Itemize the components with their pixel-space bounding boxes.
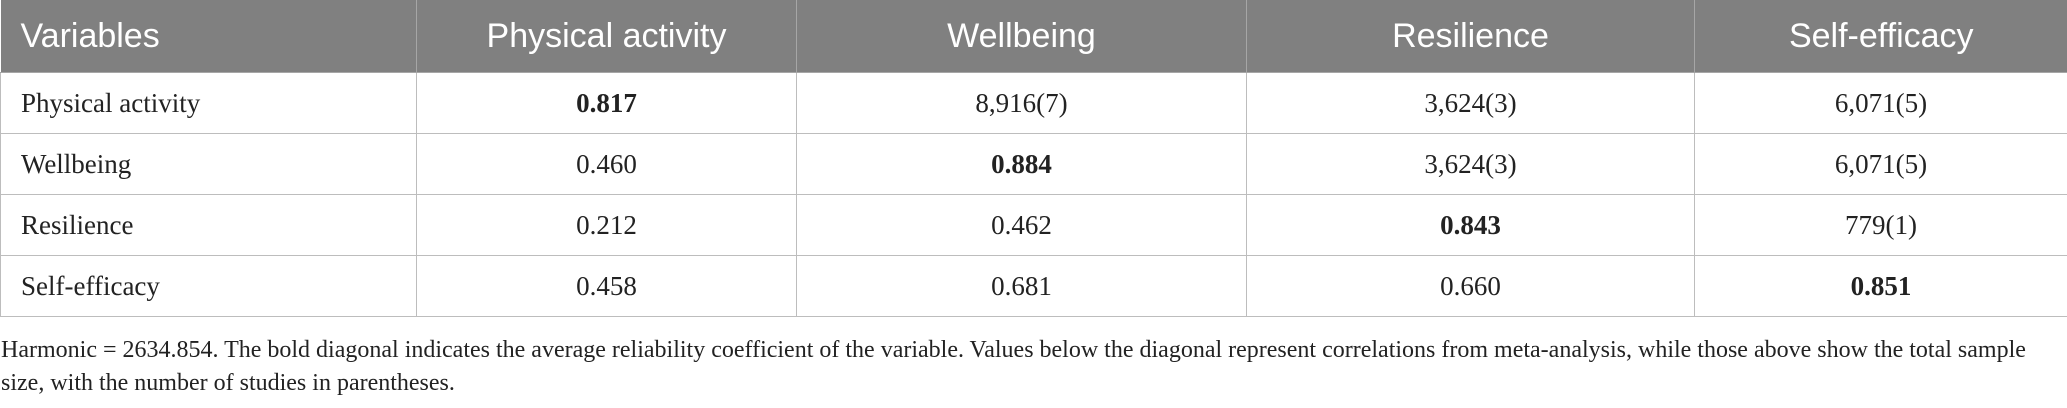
table-row: Physical activity 0.817 8,916(7) 3,624(3…: [0, 72, 2067, 134]
row-label: Physical activity: [0, 72, 417, 134]
data-table-container: Variables Physical activity Wellbeing Re…: [0, 0, 2067, 317]
table-cell-diagonal: 0.851: [1694, 255, 2067, 317]
header-row: Variables Physical activity Wellbeing Re…: [0, 0, 2067, 73]
table-cell-diagonal: 0.843: [1246, 194, 1695, 256]
table-footnote: Harmonic = 2634.854. The bold diagonal i…: [1, 337, 2026, 396]
table-cell: 0.681: [796, 255, 1247, 317]
header-resilience: Resilience: [1246, 0, 1695, 73]
row-label: Wellbeing: [0, 133, 417, 195]
table-cell: 0.458: [416, 255, 797, 317]
header-variables: Variables: [0, 0, 417, 73]
table-cell: 8,916(7): [796, 72, 1247, 134]
table-cell-diagonal: 0.817: [416, 72, 797, 134]
table-cell: 3,624(3): [1246, 72, 1695, 134]
correlation-table: Variables Physical activity Wellbeing Re…: [0, 0, 2067, 317]
table-cell: 6,071(5): [1694, 133, 2067, 195]
table-cell: 6,071(5): [1694, 72, 2067, 134]
header-wellbeing: Wellbeing: [796, 0, 1247, 73]
row-label: Self-efficacy: [0, 255, 417, 317]
table-cell: 779(1): [1694, 194, 2067, 256]
header-physical-activity: Physical activity: [416, 0, 797, 73]
table-cell: 0.460: [416, 133, 797, 195]
table-cell: 0.212: [416, 194, 797, 256]
row-label: Resilience: [0, 194, 417, 256]
table-row: Wellbeing 0.460 0.884 3,624(3) 6,071(5): [0, 133, 2067, 195]
table-cell: 0.660: [1246, 255, 1695, 317]
table-row: Self-efficacy 0.458 0.681 0.660 0.851: [0, 255, 2067, 317]
header-self-efficacy: Self-efficacy: [1694, 0, 2067, 73]
table-cell: 0.462: [796, 194, 1247, 256]
table-cell: 3,624(3): [1246, 133, 1695, 195]
table-cell-diagonal: 0.884: [796, 133, 1247, 195]
table-row: Resilience 0.212 0.462 0.843 779(1): [0, 194, 2067, 256]
